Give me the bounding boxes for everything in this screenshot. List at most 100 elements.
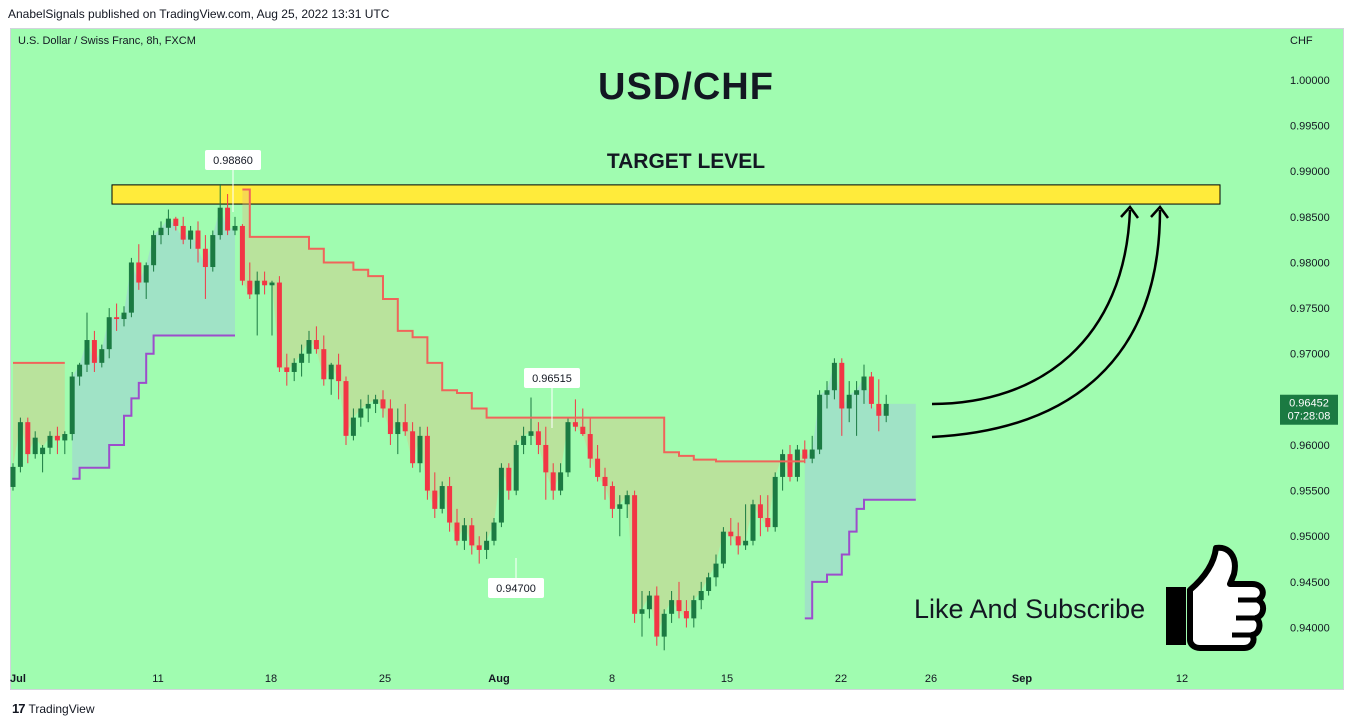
candle-body <box>336 364 342 382</box>
candle-body <box>432 490 438 509</box>
x-tick-label: Jul <box>10 673 26 685</box>
candle-body <box>40 447 46 455</box>
high-callout: 0.98860 <box>213 155 253 167</box>
y-tick-label: 0.95500 <box>1290 486 1330 498</box>
publisher-line: AnabelSignals published on TradingView.c… <box>8 7 390 21</box>
footer-brand: TradingView <box>28 701 95 716</box>
candle-body <box>683 611 689 619</box>
chart-title: USD/CHF <box>598 66 774 108</box>
x-tick-label: 25 <box>379 673 391 685</box>
candle-body <box>106 317 112 350</box>
candle-body <box>158 227 164 236</box>
candle-body <box>595 458 601 477</box>
x-tick-label: 11 <box>152 673 163 685</box>
mid-callout: 0.96515 <box>532 373 572 385</box>
candle-body <box>528 431 534 436</box>
candle-body <box>558 472 564 491</box>
candle-body <box>365 403 371 409</box>
candle-body <box>328 364 334 380</box>
candle-body <box>202 248 208 268</box>
candle-body <box>454 522 460 541</box>
candle-body <box>350 417 356 436</box>
target-zone <box>111 184 1221 205</box>
candle-body <box>276 282 282 368</box>
candle-body <box>417 435 423 464</box>
candle-body <box>743 540 749 546</box>
y-tick-label: 0.96000 <box>1290 440 1330 452</box>
candle-body <box>713 563 719 578</box>
candle-body <box>617 504 623 509</box>
candle-body <box>698 590 704 601</box>
y-tick-label: 0.97000 <box>1290 349 1330 361</box>
candle-body <box>380 399 386 409</box>
arrowhead-icon <box>1150 205 1170 219</box>
candle-body <box>809 449 815 459</box>
x-tick-label: 18 <box>265 673 277 685</box>
candle-body <box>565 422 571 473</box>
thumbs-up-icon <box>1166 544 1266 651</box>
candle-body <box>291 362 297 372</box>
candle-body <box>395 422 401 435</box>
candle-body <box>750 504 756 541</box>
candle-body <box>225 207 231 231</box>
candle-body <box>661 613 667 637</box>
candle-body <box>299 353 305 363</box>
symbol-line[interactable]: U.S. Dollar / Swiss Franc, 8h, FXCM <box>18 35 196 47</box>
last-price-label: 0.96452 <box>1289 398 1329 410</box>
chart-area[interactable] <box>10 28 1344 690</box>
candle-body <box>424 435 430 491</box>
candle-body <box>831 362 837 391</box>
candle-body <box>794 449 800 477</box>
candle-body <box>787 454 793 477</box>
candle-body <box>114 317 120 320</box>
candle-body <box>691 600 697 619</box>
footer[interactable]: 17 TradingView <box>12 701 95 716</box>
candle-body <box>876 403 882 416</box>
candle-body <box>772 476 778 528</box>
candle-body <box>609 486 615 509</box>
y-tick-label: 0.98000 <box>1290 257 1330 269</box>
candle-body <box>180 225 186 240</box>
candle-body <box>706 577 712 591</box>
x-tick-label: 22 <box>835 673 847 685</box>
candle-body <box>602 476 608 487</box>
candle-body <box>84 340 90 365</box>
candle-body <box>284 367 290 372</box>
candle-body <box>232 225 238 231</box>
arrowhead-icon <box>1120 205 1140 219</box>
last-price-tag <box>1280 394 1338 425</box>
candle-body <box>10 466 16 487</box>
candle-body <box>535 431 541 445</box>
candle-body <box>846 394 852 409</box>
candle-body <box>173 218 179 226</box>
candle-body <box>572 422 578 427</box>
candle-body <box>550 472 556 491</box>
candle-body <box>165 218 171 228</box>
candle-body <box>587 434 593 459</box>
x-tick-label: Sep <box>1012 673 1032 685</box>
candle-body <box>262 280 268 286</box>
candle-body <box>62 434 68 441</box>
candle-body <box>447 486 453 523</box>
target-level-label: TARGET LEVEL <box>606 150 766 173</box>
candle-body <box>69 376 75 435</box>
y-tick-label: 0.94500 <box>1290 577 1330 589</box>
candle-body <box>728 531 734 537</box>
y-tick-label: 0.98500 <box>1290 212 1330 224</box>
candle-body <box>498 467 504 523</box>
candle-body <box>780 454 786 477</box>
mid-callout-box <box>524 368 580 388</box>
candle-body <box>306 340 312 354</box>
candle-body <box>839 362 845 409</box>
candle-body <box>484 540 490 550</box>
candle-body <box>402 422 408 432</box>
candle-body <box>883 403 889 416</box>
candle-body <box>121 312 127 320</box>
candle-body <box>513 444 519 491</box>
candle-body <box>676 600 682 612</box>
candle-body <box>54 435 60 441</box>
candle-body <box>469 525 475 546</box>
candle-body <box>654 595 660 637</box>
candle-body <box>476 545 482 550</box>
